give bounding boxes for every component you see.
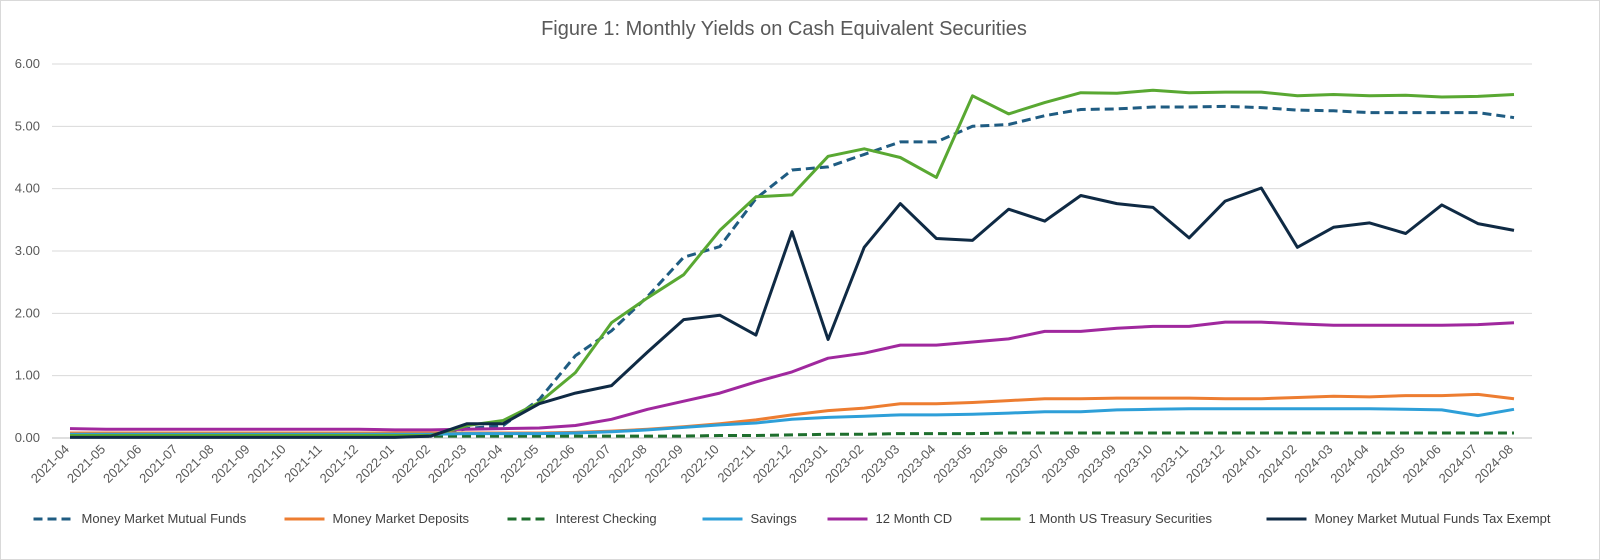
- x-tick-label: 2023-02: [822, 442, 866, 486]
- x-tick-label: 2023-09: [1075, 442, 1119, 486]
- x-tick-label: 2021-08: [172, 442, 216, 486]
- legend-label: Savings: [751, 511, 798, 526]
- x-tick-label: 2024-07: [1436, 442, 1480, 486]
- x-tick-label: 2024-02: [1255, 442, 1299, 486]
- x-tick-label: 2022-11: [714, 442, 758, 486]
- x-tick-label: 2023-01: [786, 442, 830, 486]
- x-tick-label: 2021-05: [64, 442, 108, 486]
- x-tick-label: 2023-05: [930, 442, 974, 486]
- x-tick-label: 2021-11: [281, 442, 325, 486]
- x-tick-label: 2022-04: [461, 442, 505, 486]
- x-axis-tick-labels: 2021-042021-052021-062021-072021-082021-…: [28, 442, 1516, 486]
- series-line: [70, 392, 1515, 435]
- x-tick-label: 2023-12: [1183, 442, 1227, 486]
- x-tick-label: 2024-06: [1400, 442, 1444, 486]
- x-tick-label: 2021-06: [100, 442, 144, 486]
- x-tick-label: 2023-04: [894, 442, 938, 486]
- legend: Money Market Mutual Funds Money Market De…: [33, 511, 1551, 526]
- chart-title: Figure 1: Monthly Yields on Cash Equival…: [541, 18, 1027, 40]
- legend-label: 1 Month US Treasury Securities: [1029, 511, 1213, 526]
- y-axis-tick-labels: 0.00 1.00 2.00 3.00 4.00 5.00 6.00: [15, 56, 40, 445]
- x-tick-label: 2023-07: [1002, 442, 1046, 486]
- x-tick-label: 2022-06: [533, 442, 577, 486]
- x-tick-label: 2023-06: [966, 442, 1010, 486]
- y-tick-label: 3.00: [15, 243, 40, 258]
- x-tick-label: 2024-04: [1327, 442, 1371, 486]
- series-line: [70, 186, 1515, 439]
- legend-label: Money Market Deposits: [333, 511, 470, 526]
- x-tick-label: 2021-10: [244, 442, 288, 486]
- legend-label: Money Market Mutual Funds Tax Exempt: [1315, 511, 1551, 526]
- x-tick-label: 2023-08: [1039, 442, 1083, 486]
- x-tick-label: 2021-07: [136, 442, 180, 486]
- legend-label: 12 Month CD: [876, 511, 953, 526]
- x-tick-label: 2021-09: [208, 442, 252, 486]
- x-tick-label: 2024-05: [1363, 442, 1407, 486]
- x-tick-label: 2022-01: [353, 442, 397, 486]
- x-tick-label: 2023-11: [1148, 442, 1192, 486]
- x-tick-label: 2024-03: [1291, 442, 1335, 486]
- legend-label: Interest Checking: [556, 511, 657, 526]
- y-tick-label: 0.00: [15, 430, 40, 445]
- series-line: [70, 88, 1515, 437]
- x-tick-label: 2022-12: [750, 442, 794, 486]
- x-tick-label: 2022-09: [641, 442, 685, 486]
- y-tick-label: 1.00: [15, 368, 40, 383]
- x-tick-label: 2024-01: [1219, 442, 1263, 486]
- x-tick-label: 2021-04: [28, 442, 72, 486]
- y-tick-label: 4.00: [15, 181, 40, 196]
- x-tick-label: 2022-10: [678, 442, 722, 486]
- x-tick-label: 2022-08: [605, 442, 649, 486]
- y-tick-label: 6.00: [15, 56, 40, 71]
- series-lines: [69, 88, 1515, 439]
- x-tick-label: 2022-07: [569, 442, 613, 486]
- x-tick-label: 2022-05: [497, 442, 541, 486]
- series-line: [70, 104, 1515, 438]
- legend-label: Money Market Mutual Funds: [82, 511, 247, 526]
- x-tick-label: 2023-10: [1111, 442, 1155, 486]
- x-tick-label: 2022-02: [389, 442, 433, 486]
- y-tick-label: 5.00: [15, 118, 40, 133]
- series-line: [69, 320, 1515, 432]
- x-tick-label: 2023-03: [858, 442, 902, 486]
- x-tick-label: 2024-08: [1472, 442, 1516, 486]
- y-tick-label: 2.00: [15, 305, 40, 320]
- gridlines: [52, 63, 1532, 439]
- x-tick-label: 2021-12: [317, 442, 361, 486]
- x-tick-label: 2022-03: [425, 442, 469, 486]
